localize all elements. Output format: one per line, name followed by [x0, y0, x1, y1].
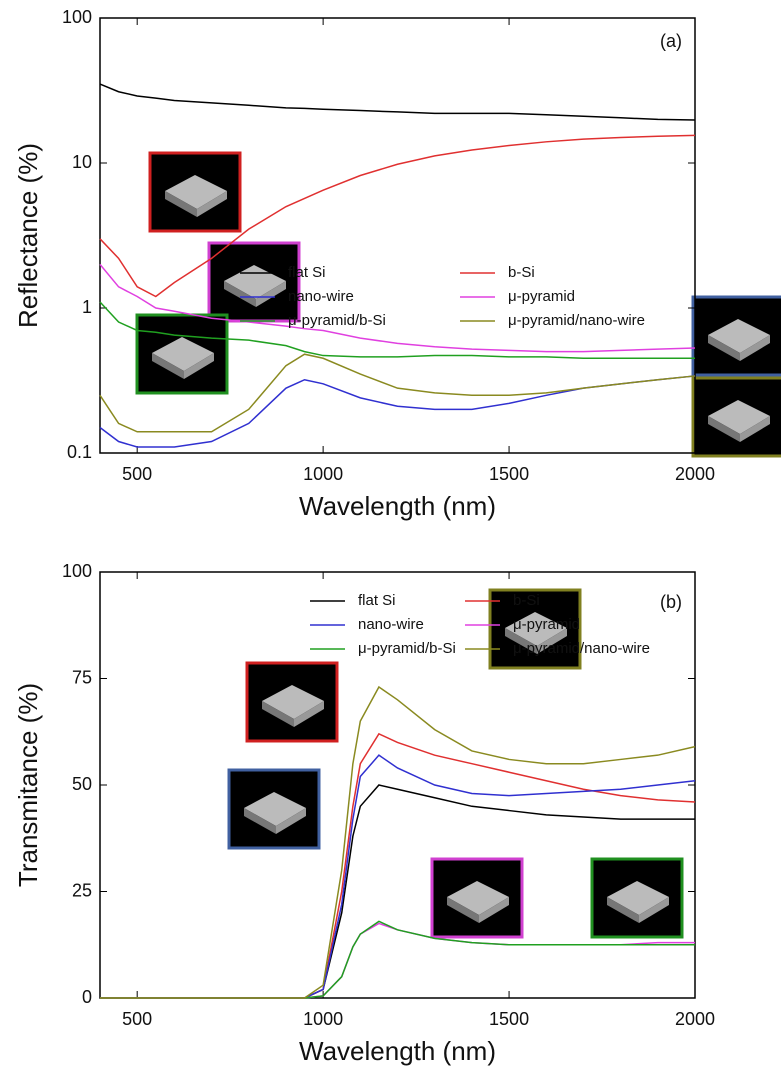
inset-side [294, 701, 324, 727]
inset-side [184, 353, 214, 379]
inset-side [165, 191, 197, 217]
legend-label: flat Si [358, 592, 396, 609]
inset-side [740, 335, 770, 361]
y-tick-label: 25 [72, 880, 92, 900]
inset-side [276, 808, 306, 834]
y-tick-label: 100 [62, 561, 92, 581]
y-tick-label: 75 [72, 667, 92, 687]
data-line [99, 134, 696, 298]
y-tick-label: 10 [72, 152, 92, 172]
inset-surface [152, 337, 214, 371]
panel-label: (a) [660, 31, 682, 51]
x-tick-label: 500 [122, 1009, 152, 1029]
inset-surface [607, 881, 669, 915]
x-axis-title: Wavelength (nm) [299, 491, 496, 521]
legend-label: b-Si [508, 264, 535, 281]
inset-surface [244, 792, 306, 826]
inset-surface [505, 612, 567, 646]
y-tick-label: 0.1 [67, 442, 92, 462]
legend-label: μ-pyramid [513, 616, 580, 633]
inset-side [447, 897, 479, 923]
legend-label: μ-pyramid [508, 288, 575, 305]
legend-label: μ-pyramid/b-Si [288, 312, 386, 329]
inset-side [262, 701, 294, 727]
data-line [99, 301, 695, 360]
inset-surface [262, 685, 324, 719]
y-tick-label: 50 [72, 774, 92, 794]
inset-side [639, 897, 669, 923]
plot-frame [99, 17, 696, 454]
inset-side [505, 628, 537, 654]
legend-label: flat Si [288, 264, 326, 281]
inset-side [256, 281, 286, 307]
y-axis-title: Reflectance (%) [13, 143, 43, 328]
x-tick-label: 2000 [675, 1009, 715, 1029]
data-line [99, 83, 696, 121]
y-tick-label: 1 [82, 297, 92, 317]
inset-surface [708, 400, 770, 434]
y-tick-label: 100 [62, 7, 92, 27]
x-tick-label: 2000 [675, 464, 715, 484]
x-tick-label: 1500 [489, 1009, 529, 1029]
x-tick-label: 500 [122, 464, 152, 484]
legend-label: nano-wire [288, 288, 354, 305]
data-line [99, 263, 696, 353]
inset-side [152, 353, 184, 379]
inset-surface [165, 175, 227, 209]
x-tick-label: 1000 [303, 464, 343, 484]
inset-side [740, 416, 770, 442]
inset-side [708, 416, 740, 442]
inset-surface [447, 881, 509, 915]
data-line [100, 685, 696, 999]
inset-side [607, 897, 639, 923]
panel-label: (b) [660, 592, 682, 612]
inset-surface [708, 319, 770, 353]
inset-side [224, 281, 256, 307]
inset-side [479, 897, 509, 923]
legend-label: μ-pyramid/nano-wire [513, 640, 650, 657]
legend-label: μ-pyramid/nano-wire [508, 312, 645, 329]
data-line [99, 353, 696, 433]
x-tick-label: 1500 [489, 464, 529, 484]
inset-side [537, 628, 567, 654]
legend-label: μ-pyramid/b-Si [358, 640, 456, 657]
x-axis-title: Wavelength (nm) [299, 1036, 496, 1066]
inset-side [708, 335, 740, 361]
inset-side [244, 808, 276, 834]
legend-label: nano-wire [358, 616, 424, 633]
legend-label: b-Si [513, 592, 540, 609]
x-tick-label: 1000 [303, 1009, 343, 1029]
y-axis-title: Transmitance (%) [13, 683, 43, 887]
inset-side [197, 191, 227, 217]
y-tick-label: 0 [82, 987, 92, 1007]
